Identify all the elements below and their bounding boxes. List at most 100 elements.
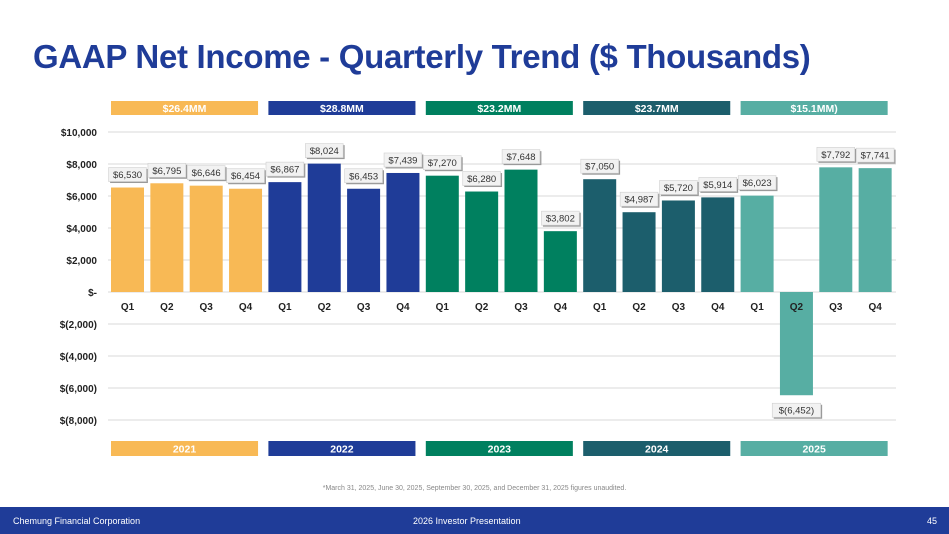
data-label-box (305, 143, 344, 158)
bar (150, 183, 184, 292)
year-label: 2024 (645, 444, 669, 456)
data-label-box (580, 158, 619, 174)
x-tick-label: Q3 (514, 302, 528, 313)
data-label-box (698, 177, 737, 192)
x-tick-label: Q3 (672, 302, 686, 313)
x-tick-label: Q1 (278, 302, 292, 313)
bar (701, 197, 735, 292)
data-label: $5,914 (703, 180, 732, 191)
year-label: 2025 (802, 444, 826, 456)
bar (622, 212, 656, 292)
x-tick-label: Q3 (829, 302, 843, 313)
footer-bar: Chemung Financial Corporation 2026 Inves… (0, 507, 949, 534)
bar (504, 169, 538, 292)
data-label-box (226, 168, 265, 184)
bar (268, 182, 302, 292)
bar (583, 179, 617, 292)
x-tick-label: Q4 (239, 302, 253, 313)
data-label: $7,439 (388, 155, 417, 166)
year-total-box (268, 101, 416, 115)
y-tick-label: $8,000 (66, 160, 97, 171)
bar (347, 188, 381, 292)
x-tick-label: Q4 (711, 302, 725, 313)
bar (229, 188, 263, 292)
data-label-box (147, 162, 187, 178)
y-tick-label: $- (88, 288, 97, 299)
bar (465, 191, 499, 292)
data-label-box (619, 191, 659, 207)
year-total-label: $23.7MM (635, 103, 679, 115)
x-tick-label: Q3 (200, 302, 214, 313)
bar (425, 175, 459, 292)
year-box (111, 441, 259, 456)
footer-company: Chemung Financial Corporation (13, 516, 141, 526)
bar (189, 185, 223, 292)
year-label: 2022 (330, 444, 354, 456)
year-total-label: $15.1MM) (790, 103, 837, 115)
bar (307, 163, 341, 292)
data-label-box (265, 161, 305, 177)
y-tick-label: $(4,000) (60, 352, 97, 363)
data-label-box (344, 168, 383, 184)
year-total-label: $23.2MM (477, 103, 521, 115)
x-tick-label: Q4 (396, 302, 410, 313)
year-total-box (425, 101, 573, 115)
x-tick-label: Q1 (593, 302, 607, 313)
x-tick-label: Q4 (554, 302, 568, 313)
y-tick-label: $6,000 (66, 192, 97, 203)
data-label: $6,646 (192, 168, 221, 179)
year-box (268, 441, 416, 456)
data-label-box (501, 149, 541, 164)
x-tick-label: Q2 (790, 302, 804, 313)
footnote: *March 31, 2025, June 30, 2025, Septembe… (322, 485, 627, 492)
x-tick-label: Q1 (436, 302, 450, 313)
data-label: $6,023 (743, 178, 772, 189)
data-label: $7,050 (585, 162, 614, 173)
data-label-box (541, 210, 580, 226)
x-tick-label: Q1 (121, 302, 135, 313)
data-label: $6,453 (349, 171, 378, 182)
data-label: $6,530 (113, 170, 142, 181)
data-label-box (187, 165, 226, 180)
year-label: 2023 (488, 444, 512, 456)
data-label: $3,802 (546, 214, 575, 225)
y-tick-label: $10,000 (61, 128, 98, 139)
data-label: $(6,452) (779, 406, 814, 417)
bar (661, 200, 695, 292)
data-label-box (108, 167, 147, 182)
data-label: $7,648 (506, 152, 535, 163)
year-label: 2021 (173, 444, 197, 456)
bar (111, 187, 144, 292)
year-box (425, 441, 573, 456)
data-label: $6,454 (231, 171, 260, 182)
page-title: GAAP Net Income - Quarterly Trend ($ Tho… (33, 38, 811, 75)
data-label-box (771, 402, 821, 418)
y-tick-label: $(6,000) (60, 384, 97, 395)
year-total-label: $28.8MM (320, 103, 364, 115)
bar (740, 195, 774, 292)
x-tick-label: Q4 (868, 302, 882, 313)
x-tick-label: Q2 (475, 302, 489, 313)
data-label: $6,867 (270, 165, 299, 176)
data-label: $7,792 (821, 150, 850, 161)
data-label-box (659, 180, 698, 195)
data-label: $6,795 (152, 166, 181, 177)
data-label-box (462, 171, 501, 186)
x-tick-label: Q1 (750, 302, 764, 313)
year-total-box (583, 101, 731, 115)
year-total-box (111, 101, 259, 115)
x-tick-label: Q2 (160, 302, 174, 313)
bar (543, 231, 577, 292)
x-tick-label: Q2 (318, 302, 332, 313)
data-label-box (855, 147, 895, 163)
bar (386, 172, 420, 292)
data-label: $5,720 (664, 183, 693, 194)
y-tick-label: $(2,000) (60, 320, 97, 331)
page-number: 45 (926, 516, 937, 526)
data-label-box (816, 147, 856, 162)
data-label-box (383, 152, 423, 168)
y-tick-label: $2,000 (66, 256, 97, 267)
data-label: $6,280 (467, 174, 496, 185)
data-label: $8,024 (310, 146, 339, 157)
data-label: $7,270 (428, 158, 457, 169)
